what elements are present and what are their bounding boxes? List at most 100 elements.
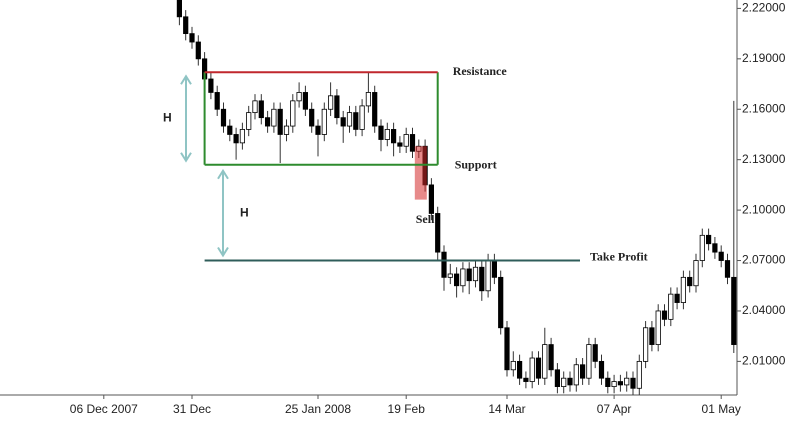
x-tick-label: 01 May	[702, 402, 741, 416]
height-label: H	[163, 111, 172, 125]
arrow-head	[180, 152, 192, 163]
candle-body	[699, 234, 705, 261]
candle-body	[214, 92, 220, 110]
candle-body	[517, 360, 523, 379]
candle-body	[346, 112, 353, 127]
candle-body	[397, 142, 403, 147]
candle-body	[447, 273, 453, 278]
candle-body	[271, 108, 277, 127]
candle-body	[208, 78, 214, 93]
candle-body	[441, 251, 447, 278]
candle-body	[334, 95, 340, 119]
candle-body	[592, 344, 598, 362]
candle-body	[687, 276, 693, 287]
candle-body	[353, 112, 359, 130]
x-tick-label: 31 Dec	[173, 402, 211, 416]
candle-body	[189, 33, 195, 43]
candle-body	[636, 360, 642, 389]
y-tick-label: 2.13000	[742, 152, 786, 166]
candle-body	[655, 310, 661, 345]
candle-body	[296, 92, 302, 102]
candle-body	[239, 129, 245, 144]
candle-body	[309, 108, 315, 127]
arrow-head	[180, 74, 192, 85]
candle-body	[403, 134, 409, 147]
candle-body	[340, 117, 346, 127]
candle-body	[384, 129, 390, 140]
candle-body	[693, 260, 699, 287]
x-tick-label: 07 Apr	[597, 402, 632, 416]
candle-body	[302, 92, 309, 110]
candle-body	[649, 327, 655, 345]
candle-body	[435, 213, 441, 253]
candle-body	[724, 260, 731, 278]
take-profit-label: Take Profit	[590, 249, 648, 263]
candle-body	[630, 377, 636, 389]
candle-body	[176, 0, 182, 18]
candle-body	[409, 134, 416, 152]
candle-body	[611, 381, 617, 387]
candle-body	[718, 251, 724, 261]
y-tick-label: 2.07000	[742, 253, 786, 267]
candle-body	[674, 293, 680, 303]
candle-body	[479, 266, 485, 292]
candle-body	[283, 125, 290, 135]
candle-body	[712, 243, 718, 253]
candle-body	[731, 276, 737, 345]
candle-body	[535, 357, 542, 379]
candle-body	[378, 125, 384, 140]
candle-body	[220, 108, 227, 127]
candle-body	[643, 327, 649, 362]
candle-body	[510, 360, 516, 371]
candle-body	[252, 100, 258, 114]
candle-body	[290, 100, 296, 127]
candle-body	[327, 95, 334, 110]
arrow-head	[217, 247, 229, 258]
candle-body	[605, 377, 611, 387]
candle-body	[624, 377, 630, 386]
candle-body	[586, 344, 592, 379]
candle-body	[668, 293, 674, 320]
y-tick-label: 2.22000	[742, 1, 786, 15]
candle-body	[491, 260, 498, 278]
y-tick-label: 2.10000	[742, 202, 786, 216]
candle-body	[504, 327, 510, 371]
candle-body	[472, 266, 479, 282]
sell-label: Sell	[416, 212, 435, 226]
candle-body	[498, 276, 504, 329]
candle-body	[680, 276, 687, 303]
candle-body	[372, 92, 378, 127]
candle-body	[554, 369, 561, 387]
resistance-label: Resistance	[453, 64, 508, 78]
candle-body	[264, 117, 271, 127]
arrow-head	[217, 168, 229, 180]
candle-body	[485, 260, 491, 292]
candle-body	[598, 360, 605, 379]
candle-body	[706, 234, 712, 245]
candle-body	[359, 105, 365, 130]
candle-body	[315, 125, 321, 135]
candle-body	[661, 310, 668, 320]
candle-body	[428, 184, 435, 214]
y-tick-label: 2.04000	[742, 303, 786, 317]
candle-body	[233, 134, 239, 144]
candle-body	[561, 377, 567, 387]
x-tick-label: 06 Dec 2007	[70, 402, 138, 416]
candle-body	[460, 268, 466, 287]
candle-body	[277, 108, 283, 135]
candle-body	[321, 108, 327, 135]
candle-body	[453, 273, 460, 287]
candle-body	[466, 268, 472, 282]
y-tick-label: 2.16000	[742, 101, 786, 115]
candle-body	[567, 377, 573, 386]
candle-body	[523, 377, 529, 382]
y-tick-label: 2.01000	[742, 354, 786, 368]
y-tick-label: 2.19000	[742, 51, 786, 65]
height-label: H	[240, 205, 249, 219]
candle-body	[617, 381, 624, 386]
candle-body	[542, 344, 548, 379]
x-tick-label: 19 Feb	[388, 402, 426, 416]
x-tick-label: 25 Jan 2008	[285, 402, 351, 416]
